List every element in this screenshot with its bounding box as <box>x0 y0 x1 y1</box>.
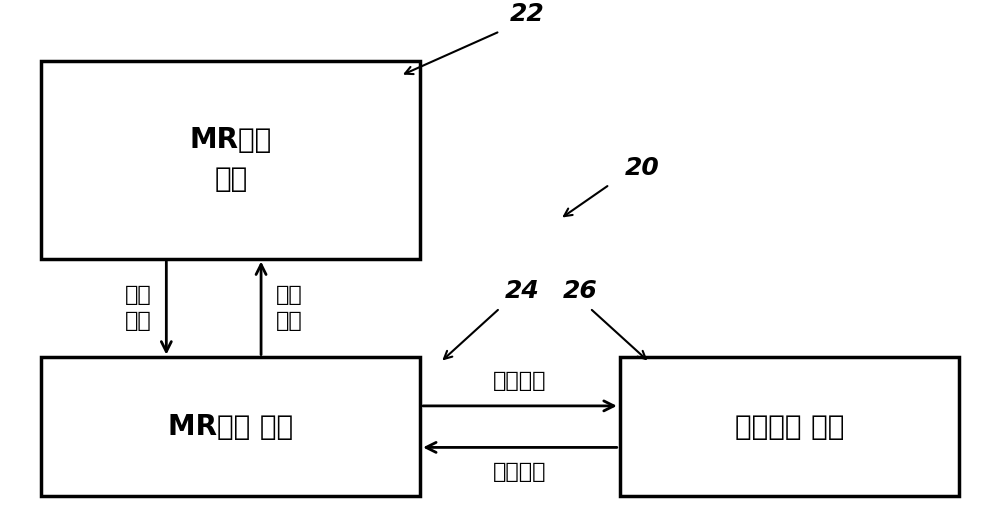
Text: 扫描
控制: 扫描 控制 <box>276 285 303 331</box>
Text: 安全反馈: 安全反馈 <box>493 462 547 482</box>
Bar <box>41 357 420 496</box>
Text: 数据传输: 数据传输 <box>493 371 547 391</box>
Text: MR控制 单元: MR控制 单元 <box>168 413 293 440</box>
Text: 22: 22 <box>510 3 545 26</box>
Text: 20: 20 <box>625 156 659 179</box>
Text: 数据处理 单元: 数据处理 单元 <box>735 413 844 440</box>
Text: MR扫描
设备: MR扫描 设备 <box>190 126 272 193</box>
Text: 数据
采集: 数据 采集 <box>125 285 151 331</box>
Bar <box>620 357 959 496</box>
Text: 24: 24 <box>505 279 540 303</box>
Bar <box>41 61 420 258</box>
Text: 26: 26 <box>562 279 597 303</box>
